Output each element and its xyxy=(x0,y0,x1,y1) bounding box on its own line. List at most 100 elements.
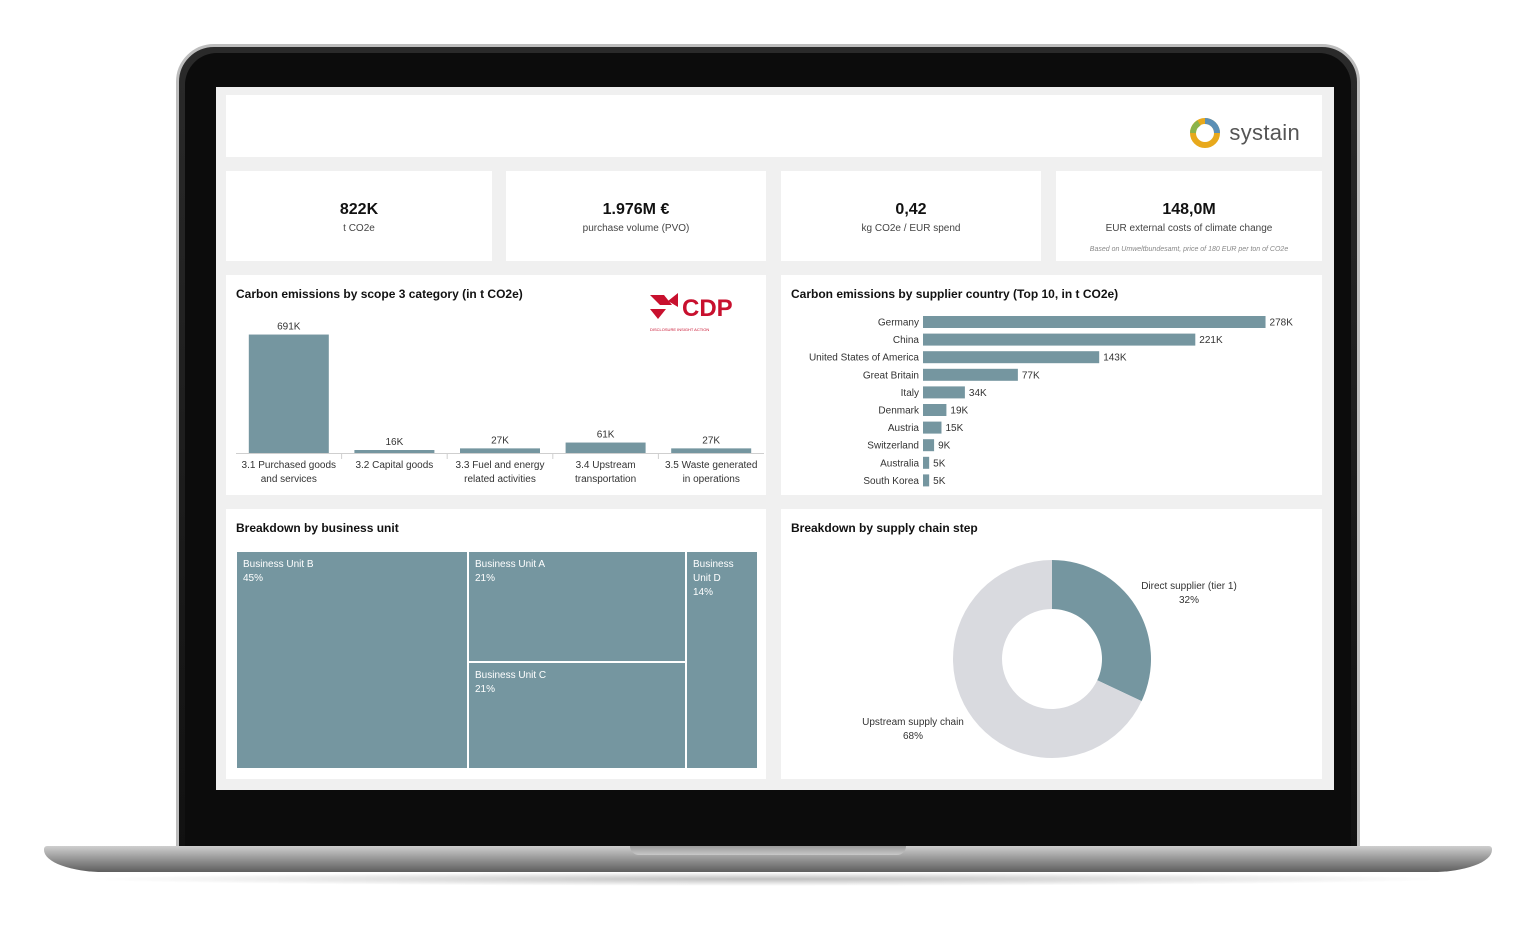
country-label: Denmark xyxy=(878,406,920,417)
business-unit-treemap: Business Unit B 45% Business Unit A 21% … xyxy=(236,551,758,769)
country-bar-label: 221K xyxy=(1199,335,1223,346)
country-bar-label: 19K xyxy=(950,406,968,417)
donut-slice-name: Direct supplier (tier 1) xyxy=(1141,581,1237,592)
scope3-bar-chart: 691K 3.1 Purchased goods and services 16K 3.… xyxy=(236,322,764,485)
donut-slice-share: 68% xyxy=(903,731,923,742)
kpi-label: t CO2e xyxy=(343,223,375,234)
treemap-tile-unit-d[interactable]: Business Unit D 14% xyxy=(686,551,758,769)
kpi-total-emissions: 822K t CO2e xyxy=(226,171,492,261)
kpi-value: 1.976M € xyxy=(602,201,670,218)
tile-share: 21% xyxy=(475,684,496,695)
country-label: Australia xyxy=(880,458,919,469)
laptop-hinge-notch xyxy=(630,846,906,855)
kpi-value: 0,42 xyxy=(895,201,927,218)
country-label: United States of America xyxy=(809,353,919,364)
country-label: Austria xyxy=(888,423,920,434)
scope3-category-label: 3.3 Fuel and energy xyxy=(456,460,545,471)
supply-chain-donut-chart: Direct supplier (tier 1) 32% Upstream supp… xyxy=(862,560,1237,758)
scope3-bar xyxy=(248,334,329,453)
scope3-category-label: related activities xyxy=(464,474,536,485)
treemap-tile-unit-c[interactable]: Business Unit C 21% xyxy=(468,662,686,769)
donut-slice xyxy=(1052,560,1151,702)
kpi-label: kg CO2e / EUR spend xyxy=(861,223,961,234)
country-label: Great Britain xyxy=(863,370,919,381)
dashboard-header: systain xyxy=(226,95,1322,157)
kpi-emission-intensity: 0,42 kg CO2e / EUR spend xyxy=(781,171,1041,261)
tile-name-line-2: Unit D xyxy=(693,573,721,584)
country-title: Carbon emissions by supplier country (To… xyxy=(791,287,1119,301)
scope3-bar-label: 16K xyxy=(386,437,404,448)
supply-chain-panel: Breakdown by supply chain step Direct su… xyxy=(781,509,1322,779)
tile-share: 21% xyxy=(475,573,496,584)
cdp-logo-text: CDP xyxy=(682,295,733,322)
dashboard-screen: systain 822K t CO2e 1.976M € purchase vo… xyxy=(216,87,1334,790)
kpi-footnote: Based on Umweltbundesamt, price of 180 E… xyxy=(1089,246,1289,253)
cdp-logo-icon xyxy=(650,293,678,319)
scope3-category-label: 3.4 Upstream xyxy=(576,460,636,471)
scope3-category-label: and services xyxy=(261,474,317,485)
tile-share: 14% xyxy=(693,587,714,598)
scope3-category-label: 3.1 Purchased goods xyxy=(242,460,337,471)
country-bar xyxy=(923,316,1266,328)
country-bar-label: 34K xyxy=(969,388,987,399)
tile-name: Business Unit A xyxy=(475,559,546,570)
tile-name-line-1: Business xyxy=(693,559,734,570)
scope3-bar xyxy=(671,448,752,453)
scope3-bar-label: 27K xyxy=(702,435,720,446)
country-bar xyxy=(923,421,942,434)
country-bar-label: 5K xyxy=(933,458,946,469)
scope3-bar-label: 27K xyxy=(491,435,509,446)
donut-slice-share: 32% xyxy=(1179,595,1199,606)
country-label: Italy xyxy=(901,388,919,399)
scope3-title: Carbon emissions by scope 3 category (in… xyxy=(236,287,523,301)
country-bar xyxy=(923,386,965,399)
kpi-external-costs: 148,0M EUR external costs of climate cha… xyxy=(1056,171,1322,261)
scope3-category-label: 3.5 Waste generated xyxy=(665,460,757,471)
country-bar xyxy=(923,368,1018,381)
country-bar xyxy=(923,439,935,452)
country-bar xyxy=(923,404,947,416)
systain-logo-icon xyxy=(1190,118,1221,148)
treemap-tile-unit-b[interactable]: Business Unit B 45% xyxy=(236,551,468,769)
kpi-value: 148,0M xyxy=(1162,201,1216,218)
country-bar xyxy=(923,351,1100,364)
cdp-logo: CDP DISCLOSURE INSIGHT ACTION xyxy=(648,291,752,335)
country-bar-label: 15K xyxy=(945,423,963,434)
tile-name: Business Unit B xyxy=(243,559,314,570)
supply-chain-title: Breakdown by supply chain step xyxy=(791,521,978,535)
country-bar-label: 143K xyxy=(1103,353,1127,364)
country-label: China xyxy=(893,335,920,346)
scope3-panel: Carbon emissions by scope 3 category (in… xyxy=(226,275,766,495)
country-bar-chart: Germany 278K China 221K United States of Ame… xyxy=(809,316,1294,487)
country-bar-label: 9K xyxy=(938,441,951,452)
scope3-category-label: 3.2 Capital goods xyxy=(355,460,433,471)
business-unit-panel: Breakdown by business unit Business Unit… xyxy=(226,509,766,779)
scope3-bar xyxy=(460,448,540,453)
country-label: Germany xyxy=(878,318,919,329)
tile-share: 45% xyxy=(243,573,264,584)
country-bar xyxy=(923,456,930,469)
scope3-category-label: transportation xyxy=(575,474,636,485)
scope3-bar-label: 61K xyxy=(597,430,615,441)
country-bar-label: 278K xyxy=(1270,318,1294,329)
systain-logo[interactable]: systain xyxy=(1187,115,1300,151)
kpi-purchase-volume: 1.976M € purchase volume (PVO) xyxy=(506,171,766,261)
scope3-bar xyxy=(354,450,435,453)
country-label: Switzerland xyxy=(867,441,919,452)
country-panel: Carbon emissions by supplier country (To… xyxy=(781,275,1322,495)
country-bar-label: 77K xyxy=(1022,370,1040,381)
country-label: South Korea xyxy=(863,476,919,487)
scope3-category-label: in operations xyxy=(683,474,740,485)
kpi-label: purchase volume (PVO) xyxy=(582,223,690,234)
scope3-bar-label: 691K xyxy=(277,322,301,333)
cdp-logo-subtext: DISCLOSURE INSIGHT ACTION xyxy=(650,327,710,332)
treemap-tile-unit-a[interactable]: Business Unit A 21% xyxy=(468,551,686,662)
scope3-bar xyxy=(565,442,646,453)
country-bar-label: 5K xyxy=(933,476,946,487)
business-unit-title: Breakdown by business unit xyxy=(236,521,399,535)
country-bar xyxy=(923,474,930,487)
donut-slice xyxy=(953,560,1142,758)
laptop-shadow xyxy=(80,872,1456,886)
kpi-value: 822K xyxy=(339,201,379,218)
tile-name: Business Unit C xyxy=(475,670,547,681)
